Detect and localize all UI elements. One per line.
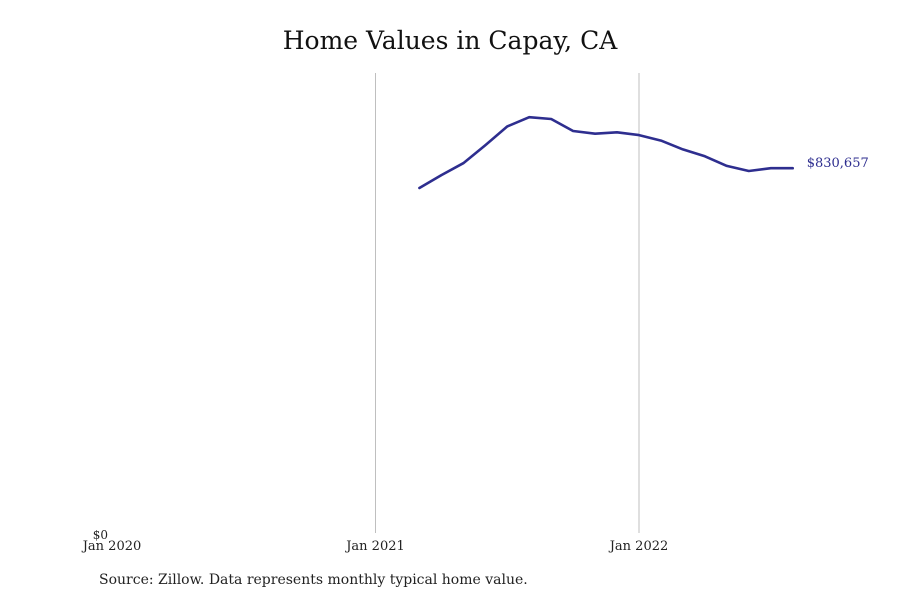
x-tick-label: Jan 2021	[344, 539, 405, 554]
x-tick-label: Jan 2020	[81, 539, 142, 554]
end-value-label: $830,657	[807, 156, 869, 171]
gridlines	[375, 73, 640, 533]
series-line	[418, 115, 795, 190]
axis-labels: Jan 2020 Jan 2021 Jan 2022 $0	[81, 528, 669, 554]
source-note: Source: Zillow. Data represents monthly …	[99, 572, 528, 588]
y-tick-label: $0	[93, 528, 108, 542]
x-tick-label: Jan 2022	[608, 539, 669, 554]
chart-title: Home Values in Capay, CA	[282, 26, 618, 55]
series-group: $830,657	[418, 115, 869, 190]
